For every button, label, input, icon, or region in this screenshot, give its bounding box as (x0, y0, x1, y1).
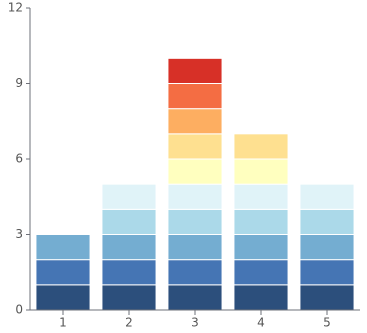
bar-segment (299, 284, 355, 311)
x-tick-label: 3 (191, 316, 199, 330)
bar-segment (101, 284, 157, 311)
bar-segment (233, 183, 289, 210)
bar-segment (167, 234, 223, 261)
bar-segment (101, 208, 157, 235)
y-tick-label: 0 (15, 303, 23, 317)
y-tick-label: 3 (15, 227, 23, 241)
bar-segment (233, 234, 289, 261)
bar-segment (233, 208, 289, 235)
bar-segment (101, 183, 157, 210)
bar-segment (233, 133, 289, 160)
bar-segment (167, 133, 223, 160)
bar-segment (167, 284, 223, 311)
bar-segment (167, 57, 223, 84)
bar-segment (233, 259, 289, 286)
y-tick-label: 12 (8, 1, 23, 15)
bar-segment (167, 108, 223, 135)
x-tick-label: 2 (125, 316, 133, 330)
bar-segment (233, 284, 289, 311)
y-tick-label: 6 (15, 152, 23, 166)
bar-segment (299, 208, 355, 235)
bar-segment (299, 234, 355, 261)
bar-segment (101, 259, 157, 286)
y-tick-label: 9 (15, 76, 23, 90)
bar-segment (35, 284, 91, 311)
bar-segment (35, 259, 91, 286)
bar-segment (299, 183, 355, 210)
bar-segment (101, 234, 157, 261)
bar-segment (167, 83, 223, 110)
bar-segment (299, 259, 355, 286)
bar-segment (35, 234, 91, 261)
bar-segment (167, 208, 223, 235)
x-tick-label: 4 (257, 316, 265, 330)
x-tick-label: 5 (323, 316, 331, 330)
bar-segment (167, 259, 223, 286)
bar-segment (167, 158, 223, 185)
x-tick-label: 1 (59, 316, 67, 330)
bar-segment (167, 183, 223, 210)
bar-segment (233, 158, 289, 185)
